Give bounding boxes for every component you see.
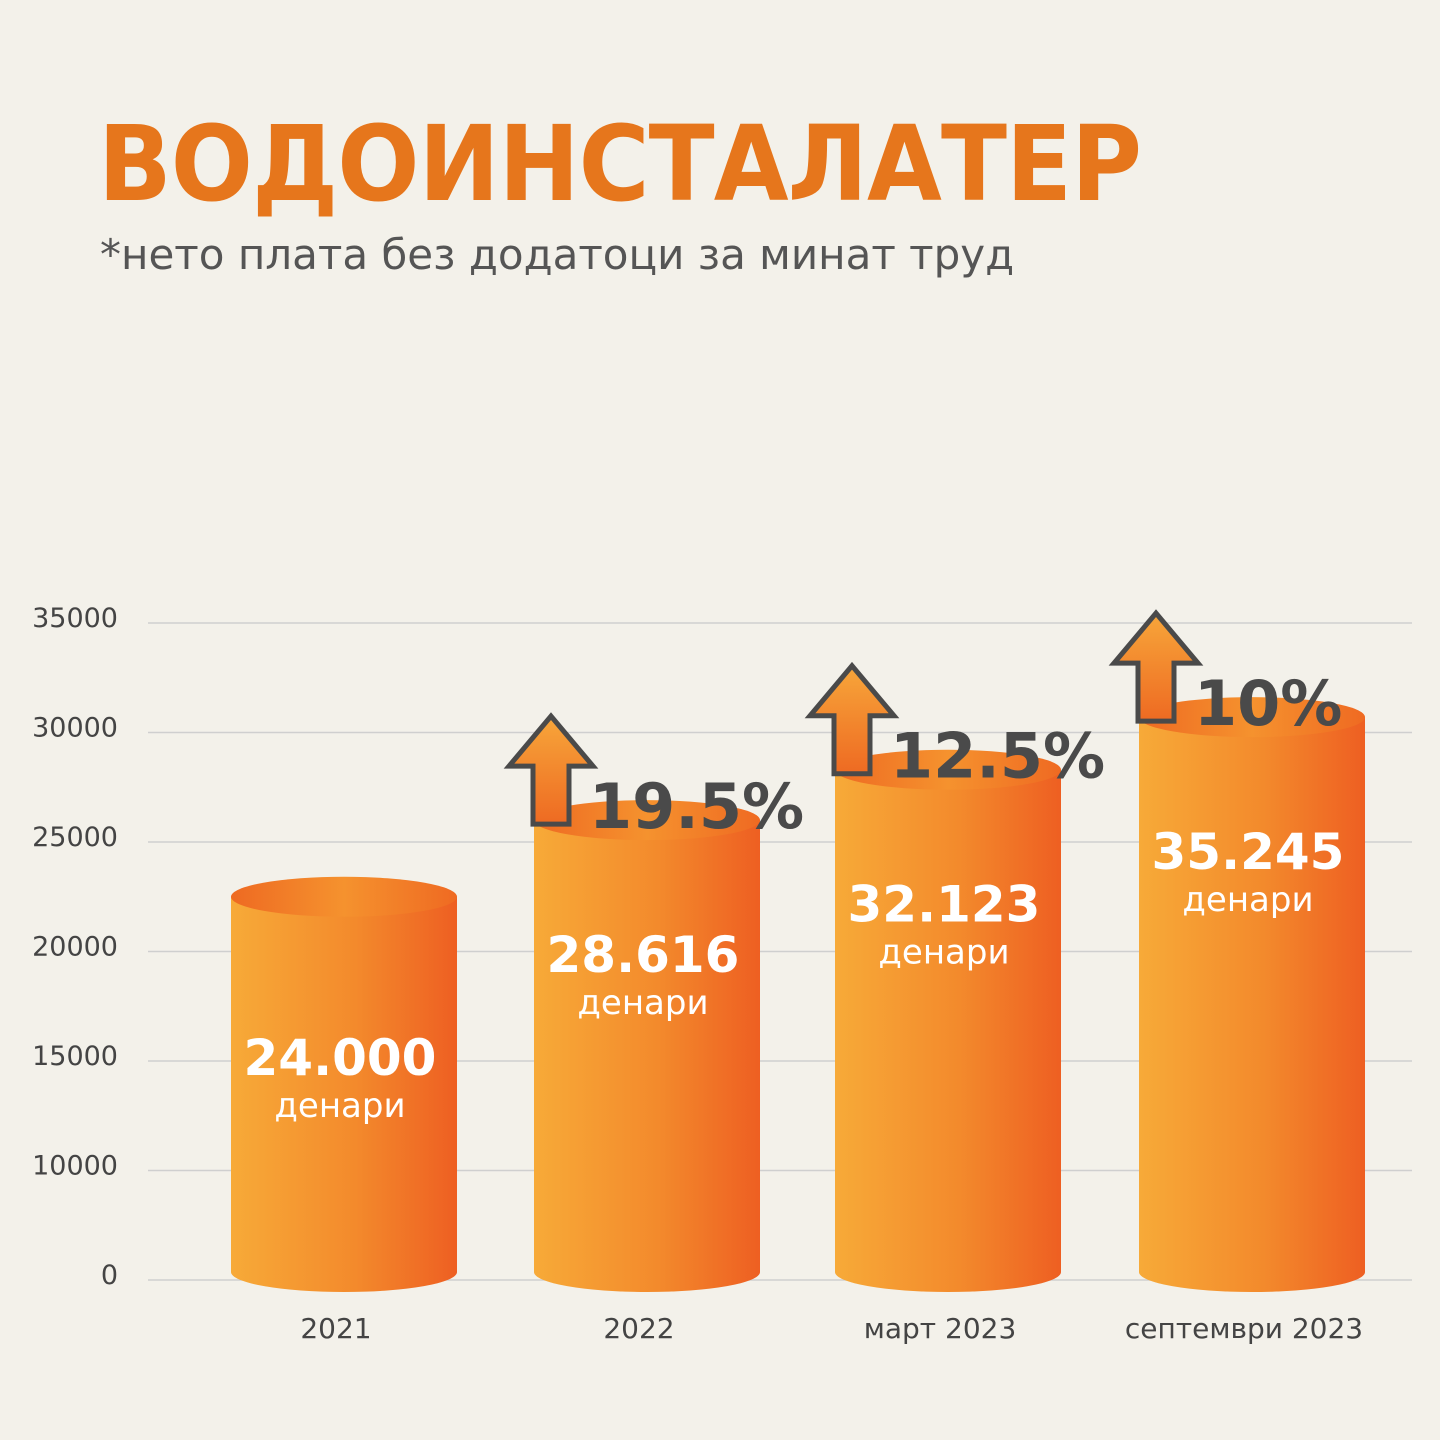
change-label: 19.5% (589, 770, 804, 843)
data-label: 28.616 (547, 926, 740, 984)
change-label: 10% (1194, 667, 1342, 740)
x-tick-label: март 2023 (864, 1312, 1017, 1345)
y-tick-label: 15000 (32, 1041, 118, 1072)
up-arrow-icon (503, 712, 599, 827)
bar-top (835, 749, 1061, 790)
y-tick-label: 0 (101, 1260, 118, 1291)
up-arrow-icon (1108, 609, 1204, 724)
up-arrow-icon (804, 661, 900, 777)
change-label: 12.5% (890, 720, 1105, 793)
y-tick-label: 25000 (32, 822, 118, 853)
data-label: 24.000 (244, 1029, 437, 1087)
bar (231, 896, 457, 1292)
x-tick-label: 2022 (603, 1312, 674, 1345)
y-tick-label: 20000 (32, 932, 118, 963)
x-tick-label: септември 2023 (1125, 1312, 1363, 1345)
unit-label: денари (1182, 880, 1313, 920)
bar (835, 769, 1061, 1292)
y-tick-label: 30000 (32, 713, 118, 744)
bar (534, 820, 760, 1292)
bar (1139, 717, 1365, 1292)
y-tick-label: 35000 (32, 603, 118, 634)
unit-label: денари (274, 1086, 405, 1126)
page-subtitle: *нето плата без додатоци за минат труд (100, 230, 1015, 279)
data-label: 32.123 (848, 876, 1041, 934)
bar-top (1139, 697, 1365, 738)
unit-label: денари (878, 933, 1009, 973)
data-label: 35.245 (1152, 823, 1345, 881)
bar-top (231, 876, 457, 917)
page-title: ВОДОИНСТАЛАТЕР (98, 103, 1142, 225)
y-tick-label: 10000 (32, 1151, 118, 1182)
unit-label: денари (577, 983, 708, 1023)
bar-top (534, 800, 760, 841)
x-tick-label: 2021 (300, 1312, 371, 1345)
